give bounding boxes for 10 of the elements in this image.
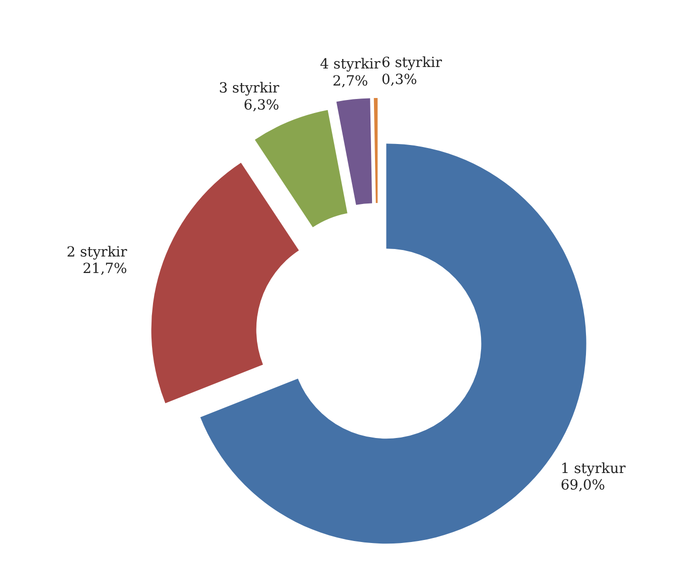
data-label: 69,0% [560,478,606,494]
data-label: 0,3% [381,72,418,88]
slice-label: 1 styrkur [560,460,626,477]
data-label: 2,7% [332,73,368,90]
slice-label: 4 styrkir [320,56,381,73]
data-label: 6,3% [244,97,280,114]
slice-label: 2 styrkir [66,244,128,260]
slice-label: 6 styrkir [381,55,442,72]
slice-label: 3 styrkir [218,80,280,97]
data-label: 21,7% [82,261,128,278]
